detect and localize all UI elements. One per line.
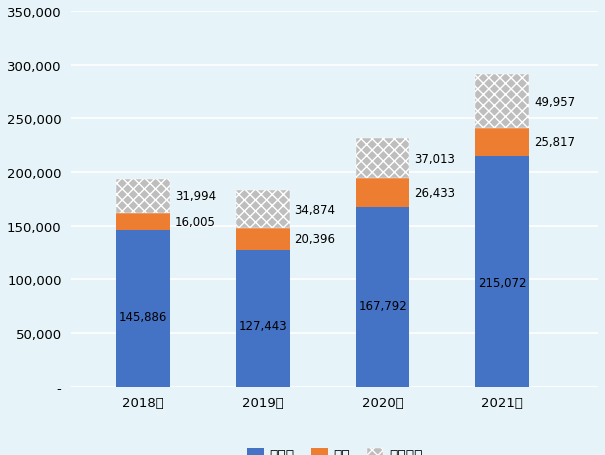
Bar (116, 231, 170, 387)
Text: 34,874: 34,874 (295, 203, 336, 216)
Text: 26,433: 26,433 (414, 187, 456, 199)
Bar (236, 228, 290, 250)
Bar (236, 191, 290, 228)
Text: 37,013: 37,013 (414, 152, 455, 166)
Text: 25,817: 25,817 (534, 136, 575, 149)
Text: 145,886: 145,886 (119, 310, 168, 323)
Bar (116, 179, 170, 213)
Bar (356, 139, 410, 179)
Bar (476, 157, 529, 387)
Text: 16,005: 16,005 (175, 216, 216, 228)
Bar (116, 213, 170, 231)
Bar (476, 75, 529, 129)
Text: 167,792: 167,792 (358, 299, 407, 313)
Text: 49,957: 49,957 (534, 96, 575, 108)
Bar (356, 207, 410, 387)
Bar (356, 179, 410, 207)
Text: 127,443: 127,443 (238, 319, 287, 332)
Text: 20,396: 20,396 (295, 233, 336, 246)
Bar (236, 250, 290, 387)
Text: 31,994: 31,994 (175, 190, 216, 203)
Bar (476, 129, 529, 157)
Legend: 乗用車, バス, トラック: 乗用車, バス, トラック (241, 442, 428, 455)
Text: 215,072: 215,072 (478, 277, 526, 289)
